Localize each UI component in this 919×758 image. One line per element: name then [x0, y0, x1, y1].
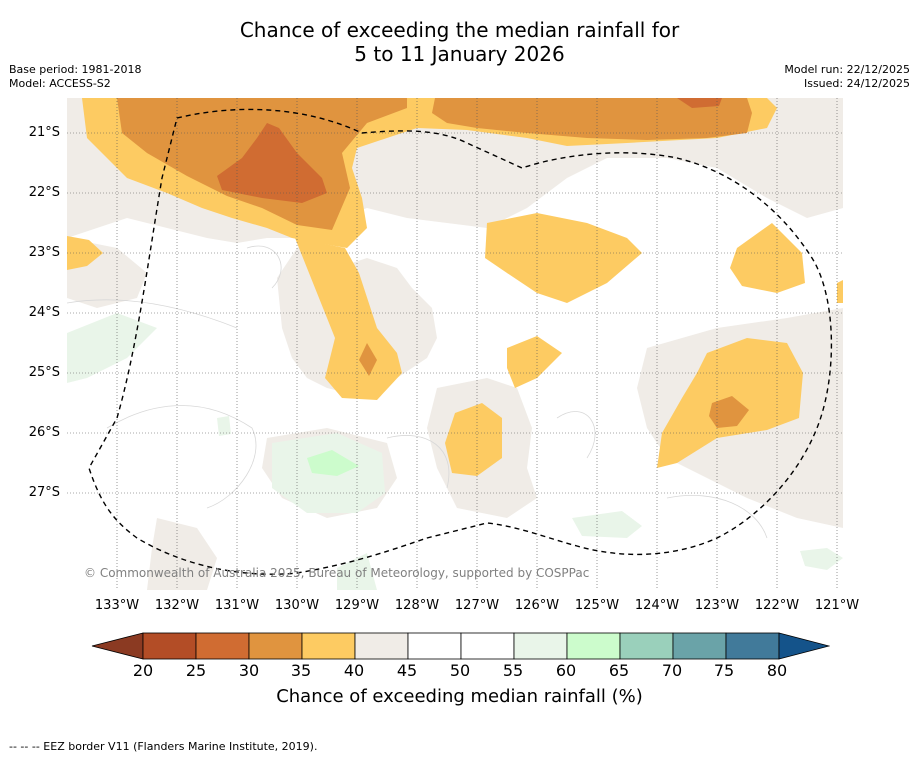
copyright-note: © Commonwealth of Australia 2025, Bureau… — [84, 566, 590, 580]
colorbar-cell — [460, 632, 515, 660]
lon-label-131w: 131°W — [214, 598, 260, 613]
colorbar-cell — [195, 632, 250, 660]
lon-label-128w: 128°W — [394, 598, 440, 613]
colorbar-tick-30: 30 — [238, 661, 260, 680]
lon-label-129w: 129°W — [334, 598, 380, 613]
lat-label-27s: 27°S — [28, 485, 60, 500]
region-35-40-far-e — [837, 280, 843, 303]
region-60-65 — [307, 450, 359, 476]
colorbar-tick-70: 70 — [661, 661, 683, 680]
lat-label-26s: 26°S — [28, 425, 60, 440]
colorbar-cell — [142, 632, 197, 660]
lon-label-130w: 130°W — [274, 598, 320, 613]
lon-label-124w: 124°W — [634, 598, 680, 613]
model-name: Model: ACCESS-S2 — [9, 77, 111, 90]
colorbar-extend-low — [91, 632, 144, 660]
lat-label-22s: 22°S — [28, 185, 60, 200]
colorbar-cell — [725, 632, 780, 660]
colorbar-tick-80: 80 — [766, 661, 788, 680]
region-40-45-sw — [147, 518, 217, 590]
region-30-35-ne — [432, 98, 752, 140]
issued-date: Issued: 24/12/2025 — [803, 77, 910, 90]
region-35-40-c2 — [507, 336, 562, 388]
colorbar-extend-high — [778, 632, 830, 660]
eez-legend: -- -- -- EEZ border V11 (Flanders Marine… — [9, 740, 318, 753]
map-gridlines — [67, 98, 843, 590]
model-run: Model run: 22/12/2025 — [784, 63, 910, 76]
colorbar-cell — [513, 632, 568, 660]
lon-label-122w: 122°W — [754, 598, 800, 613]
lon-label-123w: 123°W — [694, 598, 740, 613]
region-55-60-far — [337, 553, 377, 590]
lat-label-25s: 25°S — [28, 365, 60, 380]
meta-left: Base period: 1981-2018 Model: ACCESS-S2 — [9, 63, 141, 91]
lon-label-127w: 127°W — [454, 598, 500, 613]
lon-label-125w: 125°W — [574, 598, 620, 613]
region-55-60-west — [67, 313, 157, 383]
colorbar-tick-40: 40 — [343, 661, 365, 680]
region-35-40-c1 — [485, 213, 642, 303]
colorbar-tick-65: 65 — [608, 661, 630, 680]
region-30-35-small — [359, 343, 377, 376]
eez-border — [88, 108, 833, 575]
colorbar-cell — [619, 632, 674, 660]
lon-label-121w: 121°W — [814, 598, 860, 613]
colorbar-tick-25: 25 — [185, 661, 207, 680]
colorbar-tick-45: 45 — [396, 661, 418, 680]
contour-lines — [67, 245, 768, 539]
colorbar-tick-75: 75 — [713, 661, 735, 680]
lat-label-24s: 24°S — [28, 305, 60, 320]
colorbar-cell — [672, 632, 727, 660]
region-35-40-e1 — [730, 223, 805, 293]
region-55-60-se — [572, 511, 642, 538]
colorbar-cell — [354, 632, 409, 660]
colorbar-cell — [248, 632, 303, 660]
colorbar-label: Chance of exceeding median rainfall (%) — [276, 686, 643, 707]
lat-label-21s: 21°S — [28, 125, 60, 140]
region-25-30-nw — [217, 123, 327, 203]
colorbar-tick-55: 55 — [502, 661, 524, 680]
colorbar-tick-35: 35 — [290, 661, 312, 680]
colorbar-cell — [407, 632, 462, 660]
title-line-1: Chance of exceeding the median rainfall … — [239, 18, 680, 42]
meta-right: Model run: 22/12/2025 Issued: 24/12/2025 — [784, 63, 910, 91]
lon-label-133w: 133°W — [94, 598, 140, 613]
lat-label-23s: 23°S — [28, 245, 60, 260]
colorbar-tick-50: 50 — [449, 661, 471, 680]
colorbar-tick-20: 20 — [132, 661, 154, 680]
lon-label-126w: 126°W — [514, 598, 560, 613]
region-30-35-e — [709, 396, 749, 428]
title-line-2: 5 to 11 January 2026 — [354, 42, 565, 66]
region-35-40-c3 — [445, 403, 502, 476]
rainfall-map: © Commonwealth of Australia 2025, Bureau… — [67, 98, 843, 590]
map-canvas — [67, 98, 843, 590]
colorbar — [91, 632, 830, 660]
region-25-30-ne — [677, 98, 722, 108]
region-55-60-e — [800, 548, 843, 570]
base-period: Base period: 1981-2018 — [9, 63, 142, 76]
region-55-60-dot — [217, 416, 231, 436]
colorbar-cells — [91, 632, 830, 660]
map-title: Chance of exceeding the median rainfall … — [0, 18, 919, 66]
colorbar-cell — [301, 632, 356, 660]
lon-label-132w: 132°W — [154, 598, 200, 613]
colorbar-cell — [566, 632, 621, 660]
colorbar-tick-60: 60 — [555, 661, 577, 680]
